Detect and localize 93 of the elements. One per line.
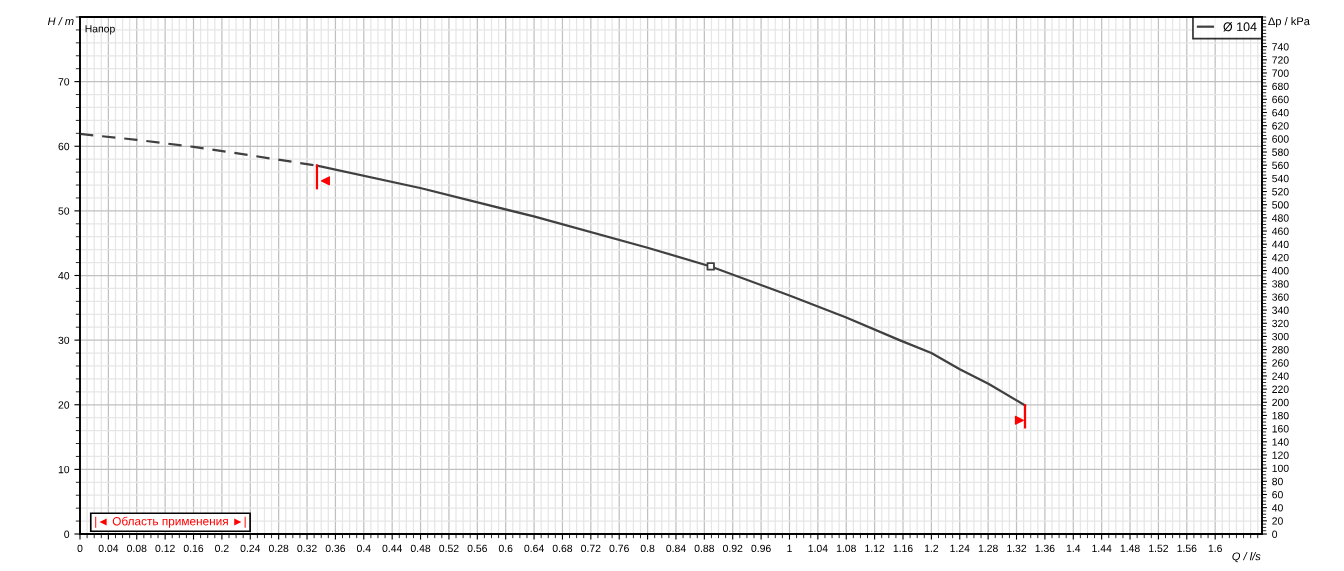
y2-tick-label: 380 <box>1272 280 1289 288</box>
y2-tick-label: 620 <box>1272 122 1289 130</box>
y2-tick-label: 100 <box>1272 464 1289 473</box>
y-tick-label: 30 <box>58 336 70 344</box>
x-tick-label: 1.28 <box>978 544 998 553</box>
x-tick-label: 0.28 <box>268 544 289 553</box>
y-tick-label: 60 <box>58 142 70 151</box>
y2-tick-label: 260 <box>1272 359 1289 367</box>
y-tick-label: 10 <box>58 465 70 474</box>
y2-tick-label: 440 <box>1271 240 1289 249</box>
y2-tick-label: 420 <box>1271 253 1289 262</box>
y-tick-label: 70 <box>58 78 70 86</box>
x-tick-label: 0.92 <box>723 544 743 553</box>
y2-tick-label: 160 <box>1272 425 1289 433</box>
x-tick-label: 0.84 <box>666 544 686 553</box>
y2-tick-label: 340 <box>1272 306 1289 314</box>
x-tick-label: 0.16 <box>183 544 204 553</box>
y2-tick-label: 140 <box>1272 438 1289 446</box>
y2-tick-label: 720 <box>1272 56 1289 64</box>
x-tick-label: 1.16 <box>893 544 913 553</box>
x-tick-label: 1 <box>787 544 792 552</box>
y2-tick-label: 500 <box>1272 201 1289 209</box>
x-tick-label: 0.2 <box>215 544 229 553</box>
y2-tick-label: 480 <box>1271 214 1289 222</box>
x-tick-label: 0.44 <box>382 544 403 553</box>
x-tick-label: 1.6 <box>1208 544 1222 553</box>
y2-tick-label: 700 <box>1272 69 1289 77</box>
y-tick-label: 20 <box>58 401 70 409</box>
x-tick-label: 1.32 <box>1007 544 1027 553</box>
y2-tick-label: 680 <box>1272 82 1289 91</box>
x-tick-label: 0.76 <box>609 544 629 553</box>
x-tick-label: 1.24 <box>950 544 970 552</box>
x-tick-label: 0 <box>77 544 83 553</box>
y2-tick-label: 0 <box>1272 530 1278 538</box>
y2-tick-label: 320 <box>1272 319 1289 328</box>
y2-tick-label: 80 <box>1272 477 1283 486</box>
y2-tick-label: 360 <box>1272 293 1289 301</box>
y2-tick-label: 520 <box>1272 188 1289 196</box>
x-tick-label: 0.04 <box>98 544 119 553</box>
y2-tick-label: 300 <box>1272 332 1289 341</box>
x-tick-label: 0.56 <box>467 544 487 553</box>
x-tick-label: 0.68 <box>552 544 573 553</box>
x-tick-label: 1.48 <box>1120 544 1140 553</box>
y2-tick-label: 640 <box>1272 109 1289 117</box>
legend-label: Ø 104 <box>1223 22 1257 32</box>
x-tick-label: 0.52 <box>439 544 459 553</box>
annotation: Напор <box>85 25 115 35</box>
x-tick-label: 0.32 <box>297 544 317 553</box>
x-tick-label: 0.4 <box>356 544 371 553</box>
y2-tick-label: 280 <box>1272 346 1289 354</box>
y-tick-label: 40 <box>58 272 70 280</box>
y2-tick-label: 400 <box>1271 267 1289 275</box>
y-tick-label: 50 <box>58 207 70 215</box>
x-tick-label: 1.36 <box>1035 544 1055 553</box>
y2-axis-title: Δp / kPa <box>1268 17 1310 28</box>
y2-tick-label: 460 <box>1271 227 1289 235</box>
x-tick-label: 1.56 <box>1177 544 1197 553</box>
y2-tick-label: 180 <box>1272 411 1289 420</box>
y2-tick-label: 660 <box>1272 95 1289 104</box>
x-axis-title: Q / l/s <box>1232 552 1261 563</box>
y-tick-label: 0 <box>64 530 70 538</box>
y2-tick-label: 20 <box>1272 517 1283 525</box>
x-tick-label: 0.08 <box>127 544 147 553</box>
y2-tick-label: 580 <box>1272 148 1289 156</box>
y2-tick-label: 560 <box>1272 161 1289 170</box>
x-tick-label: 1.44 <box>1092 544 1112 552</box>
x-tick-label: 0.12 <box>155 544 175 553</box>
x-tick-label: 1.12 <box>865 544 885 552</box>
x-tick-label: 0.72 <box>581 544 601 553</box>
y2-tick-label: 740 <box>1272 43 1289 51</box>
x-tick-label: 0.24 <box>240 544 261 553</box>
x-tick-label: 0.64 <box>524 544 544 553</box>
y2-tick-label: 200 <box>1272 398 1289 407</box>
x-tick-label: 1.08 <box>836 544 856 553</box>
y2-tick-label: 60 <box>1272 490 1283 499</box>
x-tick-label: 1.2 <box>924 544 939 552</box>
x-tick-label: 1.52 <box>1149 544 1169 553</box>
x-tick-label: 0.6 <box>498 544 513 553</box>
y2-tick-label: 220 <box>1272 385 1289 393</box>
y2-tick-label: 120 <box>1272 451 1289 459</box>
y2-tick-label: 600 <box>1272 135 1289 143</box>
x-tick-label: 0.48 <box>410 544 431 553</box>
x-tick-label: 1.04 <box>808 544 828 553</box>
y2-tick-label: 40 <box>1271 504 1283 512</box>
annotation: |◄ Область применения ►| <box>95 516 246 528</box>
x-tick-label: 0.36 <box>325 544 346 553</box>
y2-tick-label: 240 <box>1272 372 1289 380</box>
x-tick-label: 1.4 <box>1066 544 1081 552</box>
x-tick-label: 0.8 <box>640 544 655 553</box>
y2-tick-label: 540 <box>1272 174 1289 183</box>
x-tick-label: 0.96 <box>751 544 771 553</box>
x-tick-label: 0.88 <box>694 544 715 553</box>
y-axis-title: H / m <box>47 17 74 26</box>
